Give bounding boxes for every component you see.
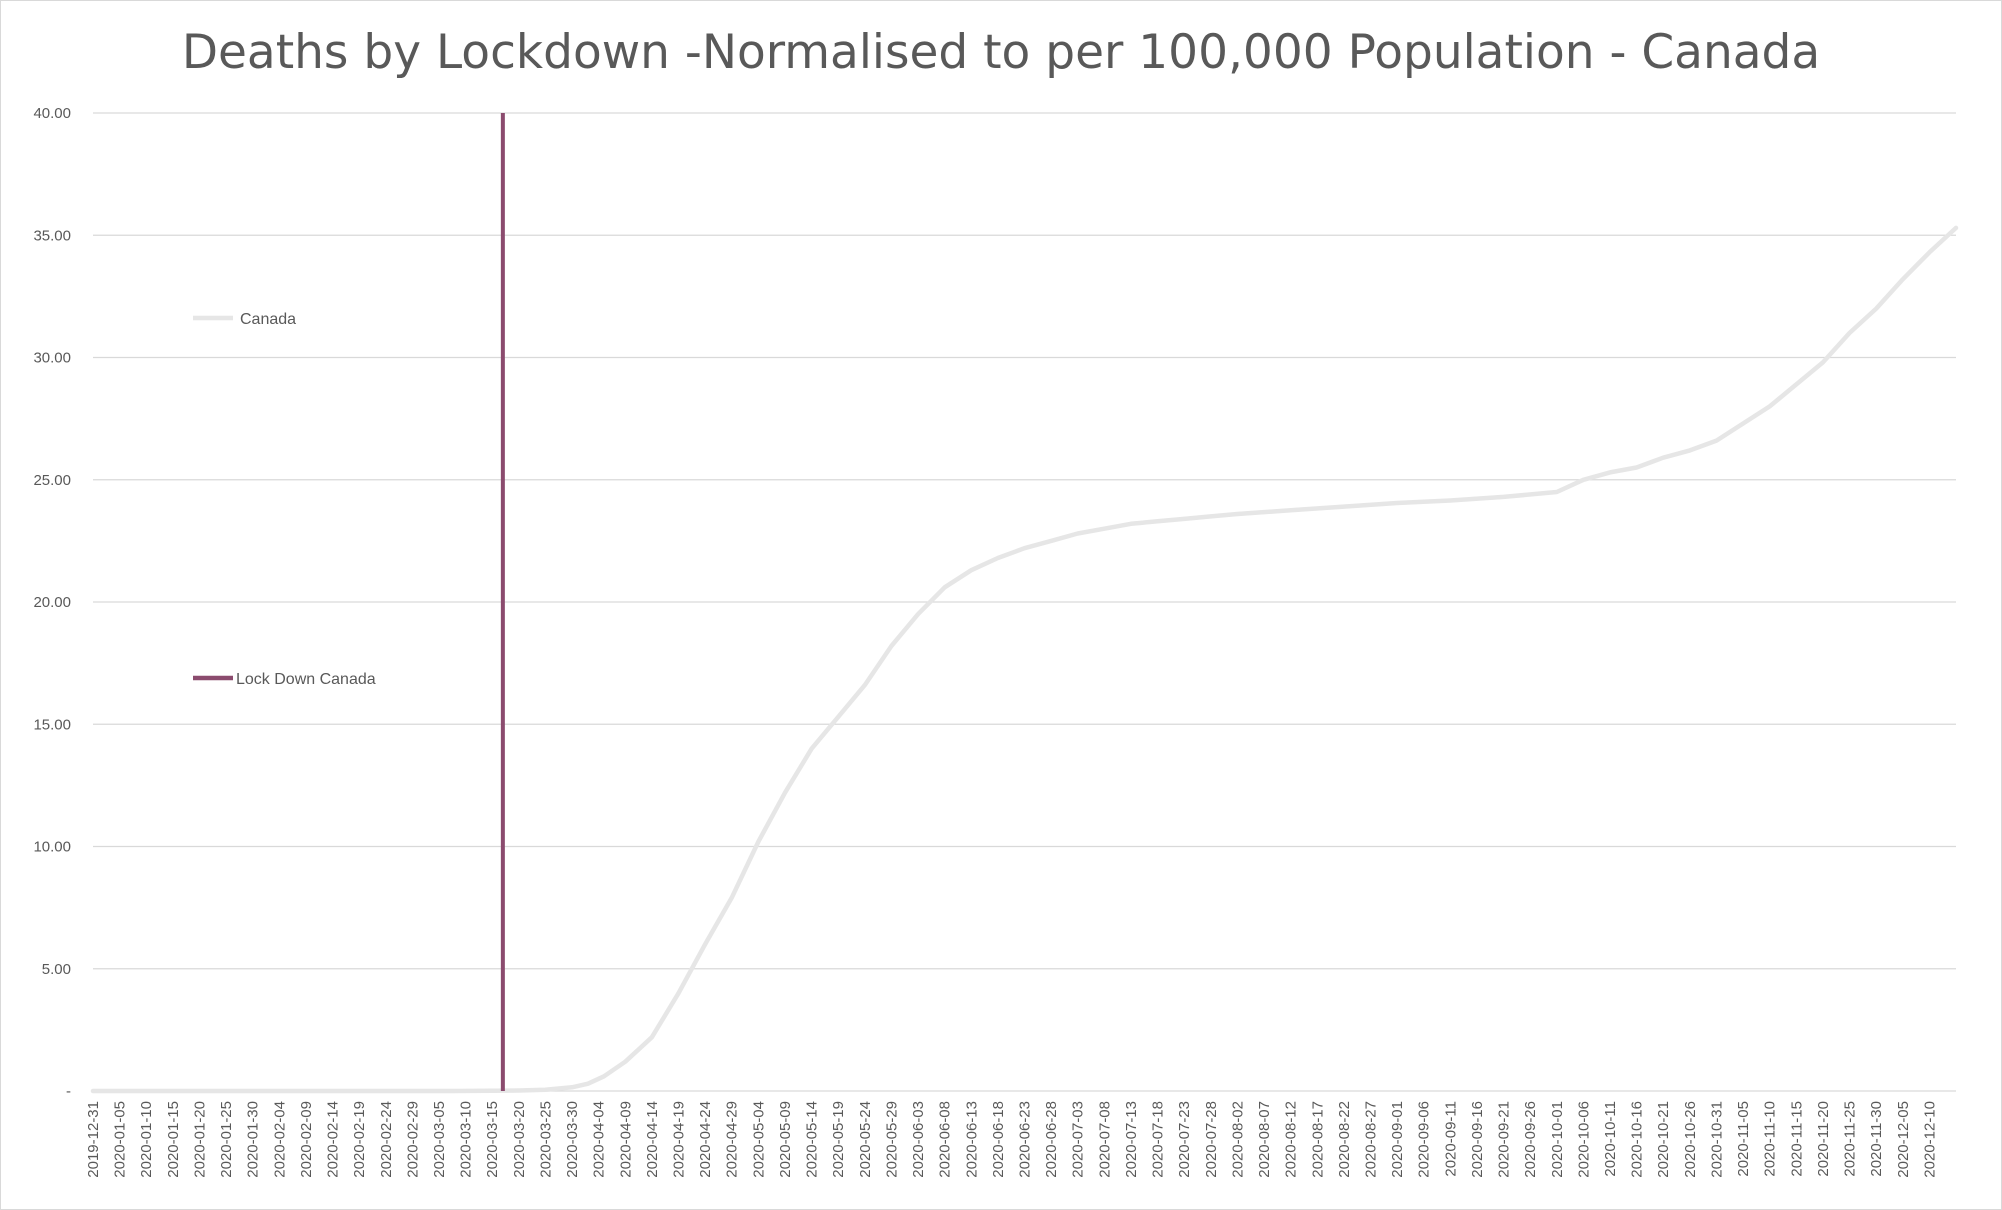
x-tick-label: 2020-06-18: [990, 1101, 1007, 1178]
x-tick-label: 2020-11-25: [1842, 1101, 1859, 1177]
gridlines: [93, 112, 1956, 1092]
x-tick-label: 2020-10-16: [1629, 1101, 1646, 1178]
x-tick-label: 2020-04-09: [617, 1101, 634, 1178]
x-tick-label: 2020-04-29: [724, 1101, 741, 1178]
y-tick-label: -: [66, 1083, 71, 1100]
x-tick-label: 2020-02-14: [325, 1101, 342, 1178]
x-tick-label: 2020-10-31: [1708, 1101, 1725, 1178]
x-tick-label: 2020-07-08: [1096, 1101, 1113, 1178]
x-tick-label: 2020-09-16: [1469, 1101, 1486, 1178]
x-tick-label: 2020-01-05: [112, 1101, 129, 1178]
y-tick-label: 40.00: [33, 105, 71, 122]
x-tick-label: 2020-02-04: [271, 1101, 288, 1178]
x-tick-label: 2020-07-23: [1176, 1101, 1193, 1178]
x-tick-label: 2020-11-30: [1868, 1101, 1885, 1177]
x-tick-label: 2020-06-13: [963, 1101, 980, 1178]
x-tick-label: 2020-02-19: [351, 1101, 368, 1178]
x-tick-label: 2020-08-27: [1362, 1101, 1379, 1178]
x-tick-label: 2020-07-03: [1070, 1101, 1087, 1178]
x-tick-label: 2020-09-11: [1442, 1101, 1459, 1177]
x-tick-label: 2020-05-14: [804, 1101, 821, 1178]
x-tick-label: 2020-03-25: [537, 1101, 554, 1178]
x-tick-label: 2020-04-04: [591, 1101, 608, 1178]
x-tick-label: 2020-11-05: [1735, 1101, 1752, 1177]
x-tick-label: 2020-07-18: [1150, 1101, 1167, 1178]
x-tick-label: 2020-09-26: [1522, 1101, 1539, 1178]
x-tick-label: 2020-05-29: [883, 1101, 900, 1178]
x-tick-label: 2020-03-10: [458, 1101, 475, 1178]
x-tick-label: 2020-08-07: [1256, 1101, 1273, 1178]
x-tick-label: 2020-11-10: [1762, 1101, 1779, 1177]
x-tick-label: 2020-05-04: [750, 1101, 767, 1178]
y-axis-tick-labels: - 5.00 10.00 15.00 20.00 25.00 30.00 35.00 40.00: [33, 105, 71, 1100]
y-tick-label: 25.00: [33, 472, 71, 489]
x-tick-label: 2020-02-29: [404, 1101, 421, 1178]
x-tick-label: 2020-03-30: [564, 1101, 581, 1178]
x-tick-label: 2020-03-15: [484, 1101, 501, 1178]
x-tick-label: 2020-12-05: [1895, 1101, 1912, 1178]
legend-label: Canada: [240, 311, 296, 328]
y-tick-label: 30.00: [33, 350, 71, 367]
x-tick-label: 2020-08-17: [1309, 1101, 1326, 1178]
x-tick-label: 2020-05-09: [777, 1101, 794, 1178]
x-tick-label: 2020-06-28: [1043, 1101, 1060, 1178]
x-tick-label: 2020-10-01: [1549, 1101, 1566, 1178]
x-tick-label: 2020-08-22: [1336, 1101, 1353, 1178]
x-tick-label: 2019-12-31: [85, 1101, 102, 1178]
x-tick-label: 2020-07-13: [1123, 1101, 1140, 1178]
y-tick-label: 35.00: [33, 227, 71, 244]
x-tick-label: 2020-10-11: [1602, 1101, 1619, 1177]
chart-title: Deaths by Lockdown -Normalised to per 10…: [182, 25, 1820, 80]
x-tick-label: 2020-03-20: [511, 1101, 528, 1178]
x-axis-tick-labels: 2019-12-31 2020-01-05 2020-01-10 2020-01-15…: [85, 1101, 1938, 1178]
legend: Canada Lock Down Canada: [193, 311, 376, 688]
x-tick-label: 2020-04-19: [671, 1101, 688, 1178]
x-tick-label: 2020-01-10: [138, 1101, 155, 1178]
x-tick-label: 2020-10-21: [1655, 1101, 1672, 1178]
x-tick-label: 2020-04-24: [697, 1101, 714, 1178]
y-tick-label: 15.00: [33, 716, 71, 733]
x-tick-label: 2020-01-15: [165, 1101, 182, 1178]
x-tick-label: 2020-03-05: [431, 1101, 448, 1178]
x-tick-label: 2020-01-25: [218, 1101, 235, 1178]
legend-label: Lock Down Canada: [236, 671, 376, 688]
series-line-canada: [90, 225, 1959, 1094]
x-tick-label: 2020-05-24: [857, 1101, 874, 1178]
x-tick-label: 2020-02-09: [298, 1101, 315, 1178]
x-tick-label: 2020-06-23: [1017, 1101, 1034, 1178]
x-tick-label: 2020-10-26: [1682, 1101, 1699, 1178]
x-tick-label: 2020-06-08: [937, 1101, 954, 1178]
x-tick-label: 2020-06-03: [910, 1101, 927, 1178]
y-tick-label: 10.00: [33, 839, 71, 856]
x-tick-label: 2020-07-28: [1203, 1101, 1220, 1178]
x-tick-label: 2020-01-20: [191, 1101, 208, 1178]
x-tick-label: 2020-10-06: [1575, 1101, 1592, 1178]
x-tick-label: 2020-02-24: [378, 1101, 395, 1178]
x-tick-label: 2020-05-19: [830, 1101, 847, 1178]
x-tick-label: 2020-08-12: [1283, 1101, 1300, 1178]
x-tick-label: 2020-08-02: [1229, 1101, 1246, 1178]
x-tick-label: 2020-11-15: [1788, 1101, 1805, 1177]
y-tick-label: 5.00: [42, 961, 71, 978]
x-tick-label: 2020-01-30: [245, 1101, 262, 1178]
x-tick-label: 2020-12-10: [1921, 1101, 1938, 1178]
x-tick-label: 2020-04-14: [644, 1101, 661, 1178]
x-tick-label: 2020-09-01: [1389, 1101, 1406, 1178]
x-tick-label: 2020-11-20: [1815, 1101, 1832, 1177]
x-tick-label: 2020-09-21: [1496, 1101, 1513, 1178]
series-layer: [90, 113, 1959, 1094]
x-tick-label: 2020-09-06: [1416, 1101, 1433, 1178]
y-tick-label: 20.00: [33, 594, 71, 611]
